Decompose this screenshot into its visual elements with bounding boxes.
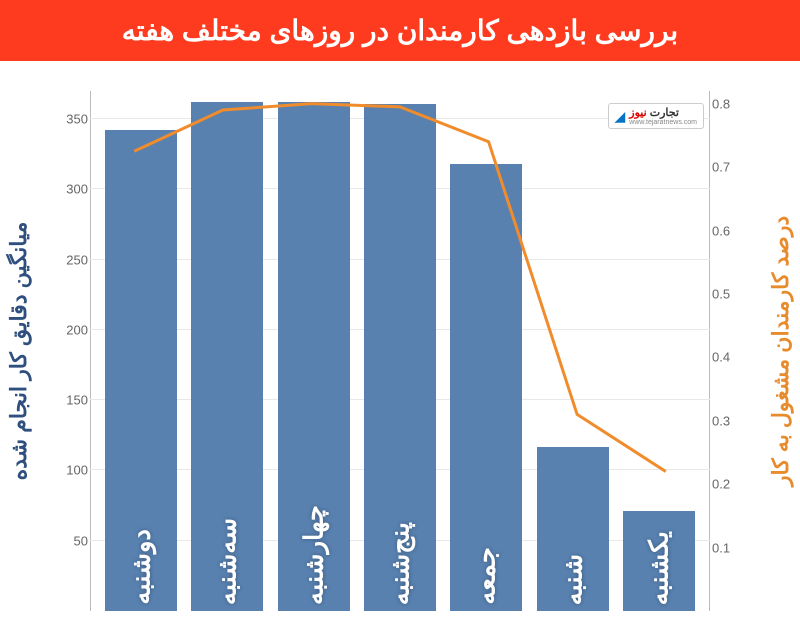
bar-category-label: دوشنبه	[126, 529, 157, 605]
bar-category-label: سه‌شنبه	[212, 518, 243, 605]
bars-container: دوشنبه سه‌شنبه چهارشنبه پنج‌شنبه جمعه شنبه یکش…	[90, 91, 710, 611]
y-right-tick: 0.7	[712, 160, 762, 175]
bar-category-label: پنج‌شنبه	[384, 522, 415, 605]
y-left-tick: 200	[38, 322, 88, 337]
bar: یکشنبه	[623, 511, 695, 611]
bar: سه‌شنبه	[191, 102, 263, 611]
y-right-tick: 0.6	[712, 223, 762, 238]
y-left-tick: 300	[38, 182, 88, 197]
bar-category-label: شنبه	[557, 554, 588, 605]
y-left-tick: 350	[38, 112, 88, 127]
y-axis-right-label: درصد کارمندان مشغول به کار	[768, 216, 794, 486]
chart-title: بررسی بازدهی کارمندان در روزهای مختلف هف…	[0, 0, 800, 61]
bar: پنج‌شنبه	[364, 104, 436, 611]
y-right-tick: 0.1	[712, 540, 762, 555]
y-right-tick: 0.4	[712, 350, 762, 365]
source-logo: ◢ تجارت نیوز www.tejaratnews.com	[608, 103, 704, 129]
bar-category-label: چهارشنبه	[298, 505, 329, 605]
plot-region: دوشنبه سه‌شنبه چهارشنبه پنج‌شنبه جمعه شنبه یکش…	[90, 91, 710, 611]
bar-category-label: جمعه	[471, 547, 502, 605]
y-axis-left-label: میانگین دقایق کار انجام شده	[6, 222, 32, 481]
bar-category-label: یکشنبه	[643, 531, 674, 605]
y-left-tick: 100	[38, 463, 88, 478]
y-left-ticks: 50 100 150 200 250 300 350	[38, 91, 88, 611]
bar: شنبه	[537, 447, 609, 611]
y-right-tick: 0.8	[712, 96, 762, 111]
y-right-ticks: 0.1 0.2 0.3 0.4 0.5 0.6 0.7 0.8	[712, 91, 762, 611]
bar: دوشنبه	[105, 130, 177, 611]
y-right-tick: 0.2	[712, 477, 762, 492]
y-right-tick: 0.5	[712, 286, 762, 301]
bar: جمعه	[450, 164, 522, 611]
chart-area: میانگین دقایق کار انجام شده درصد کارمندا…	[0, 61, 800, 641]
y-left-tick: 50	[38, 533, 88, 548]
y-left-tick: 250	[38, 252, 88, 267]
bar: چهارشنبه	[278, 102, 350, 611]
y-right-tick: 0.3	[712, 413, 762, 428]
y-left-tick: 150	[38, 393, 88, 408]
